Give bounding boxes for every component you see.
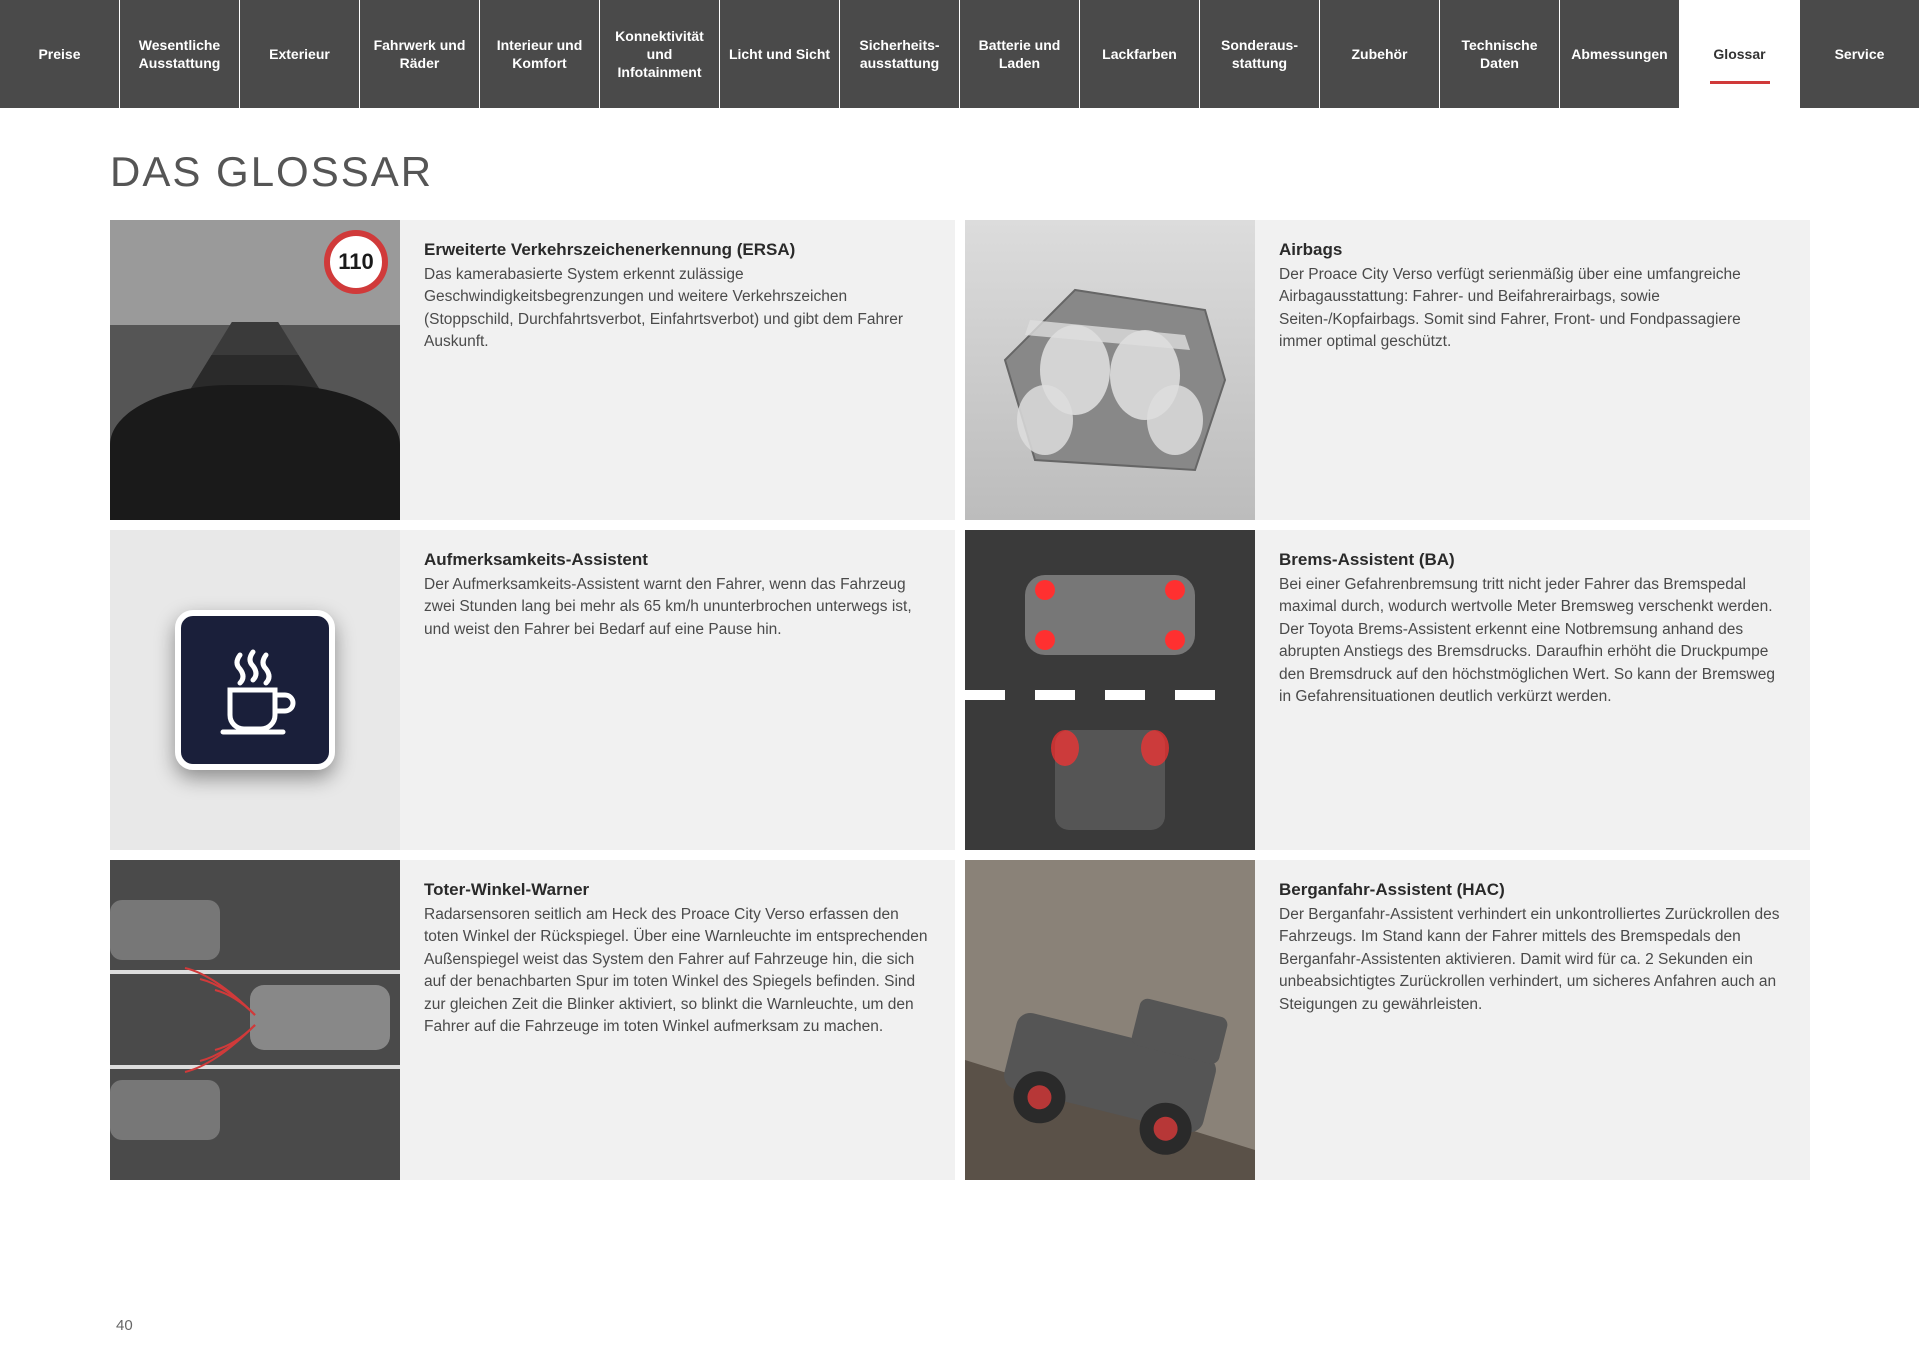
nav-label: Preise: [38, 45, 80, 63]
entry-desc: Der Proace City Verso verfügt serienmäßi…: [1279, 264, 1786, 354]
nav-interieur[interactable]: Interieur und Komfort: [480, 0, 600, 108]
entry-desc: Der Berganfahr-Assistent verhindert ein …: [1279, 904, 1786, 1016]
nav-lackfarben[interactable]: Lackfarben: [1080, 0, 1200, 108]
entry-desc: Bei einer Gefahrenbremsung tritt nicht j…: [1279, 574, 1786, 709]
nav-label: Licht und Sicht: [729, 45, 830, 63]
nav-label: Zubehör: [1352, 45, 1408, 63]
entry-title: Aufmerksamkeits-Assistent: [424, 550, 931, 570]
entry-title: Erweiterte Verkehrszeichenerkennung (ERS…: [424, 240, 931, 260]
entry-image-blindspot: [110, 860, 400, 1180]
page-title: DAS GLOSSAR: [110, 148, 1810, 196]
blindspot-icon: [110, 860, 400, 1180]
entry-text: Berganfahr-Assistent (HAC) Der Berganfah…: [1255, 860, 1810, 1180]
nav-batterie[interactable]: Batterie und Laden: [960, 0, 1080, 108]
entry-image-brake: [965, 530, 1255, 850]
nav-preise[interactable]: Preise: [0, 0, 120, 108]
nav-label: Sonderaus-stattung: [1204, 36, 1315, 72]
nav-licht[interactable]: Licht und Sicht: [720, 0, 840, 108]
entry-desc: Das kamerabasierte System erkennt zuläss…: [424, 264, 931, 354]
nav-label: Service: [1835, 45, 1885, 63]
nav-label: Batterie und Laden: [964, 36, 1075, 72]
entry-text: Toter-Winkel-Warner Radarsensoren seitli…: [400, 860, 955, 1180]
glossary-entry-hill: Berganfahr-Assistent (HAC) Der Berganfah…: [965, 860, 1810, 1180]
page-content: DAS GLOSSAR 110 Erweiterte Verkehrszeich…: [0, 108, 1920, 1180]
nav-label: Abmessungen: [1571, 45, 1667, 63]
entry-title: Airbags: [1279, 240, 1786, 260]
nav-label: Lackfarben: [1102, 45, 1177, 63]
entry-text: Airbags Der Proace City Verso verfügt se…: [1255, 220, 1810, 520]
nav-glossar[interactable]: Glossar: [1680, 0, 1800, 108]
nav-label: Fahrwerk und Räder: [364, 36, 475, 72]
glossary-entry-attention: Aufmerksamkeits-Assistent Der Aufmerksam…: [110, 530, 955, 850]
nav-label: Sicherheits-ausstattung: [844, 36, 955, 72]
airbags-icon: [965, 220, 1255, 520]
hill-icon: [965, 860, 1255, 1180]
nav-ausstattung[interactable]: Wesentliche Ausstattung: [120, 0, 240, 108]
entry-image-ersa: 110: [110, 220, 400, 520]
speed-sign-icon: 110: [324, 230, 388, 294]
nav-zubehoer[interactable]: Zubehör: [1320, 0, 1440, 108]
nav-technische[interactable]: Technische Daten: [1440, 0, 1560, 108]
entry-desc: Der Aufmerksamkeits-Assistent warnt den …: [424, 574, 931, 641]
nav-label: Wesentliche Ausstattung: [124, 36, 235, 72]
entry-title: Toter-Winkel-Warner: [424, 880, 931, 900]
top-nav: Preise Wesentliche Ausstattung Exterieur…: [0, 0, 1920, 108]
entry-title: Brems-Assistent (BA): [1279, 550, 1786, 570]
nav-exterieur[interactable]: Exterieur: [240, 0, 360, 108]
entry-desc: Radarsensoren seitlich am Heck des Proac…: [424, 904, 931, 1039]
entry-image-hill: [965, 860, 1255, 1180]
entry-text: Aufmerksamkeits-Assistent Der Aufmerksam…: [400, 530, 955, 850]
entry-text: Erweiterte Verkehrszeichenerkennung (ERS…: [400, 220, 955, 520]
sign-value: 110: [338, 249, 374, 275]
nav-fahrwerk[interactable]: Fahrwerk und Räder: [360, 0, 480, 108]
glossary-entry-brake: Brems-Assistent (BA) Bei einer Gefahrenb…: [965, 530, 1810, 850]
nav-abmessungen[interactable]: Abmessungen: [1560, 0, 1680, 108]
entry-title: Berganfahr-Assistent (HAC): [1279, 880, 1786, 900]
glossary-entry-blindspot: Toter-Winkel-Warner Radarsensoren seitli…: [110, 860, 955, 1180]
nav-label: Konnektivität und Infotainment: [604, 27, 715, 82]
glossary-entry-ersa: 110 Erweiterte Verkehrszeichenerkennung …: [110, 220, 955, 520]
page-number: 40: [116, 1317, 133, 1334]
nav-konnektivitaet[interactable]: Konnektivität und Infotainment: [600, 0, 720, 108]
glossary-grid: 110 Erweiterte Verkehrszeichenerkennung …: [110, 220, 1810, 1180]
nav-label: Interieur und Komfort: [484, 36, 595, 72]
nav-sonder[interactable]: Sonderaus-stattung: [1200, 0, 1320, 108]
nav-service[interactable]: Service: [1800, 0, 1920, 108]
nav-sicherheit[interactable]: Sicherheits-ausstattung: [840, 0, 960, 108]
entry-image-airbags: [965, 220, 1255, 520]
brake-icon: [965, 530, 1255, 850]
nav-label: Technische Daten: [1444, 36, 1555, 72]
coffee-icon: [175, 610, 335, 770]
entry-text: Brems-Assistent (BA) Bei einer Gefahrenb…: [1255, 530, 1810, 850]
nav-label: Exterieur: [269, 45, 330, 63]
entry-image-attention: [110, 530, 400, 850]
nav-label: Glossar: [1713, 45, 1765, 63]
glossary-entry-airbags: Airbags Der Proace City Verso verfügt se…: [965, 220, 1810, 520]
